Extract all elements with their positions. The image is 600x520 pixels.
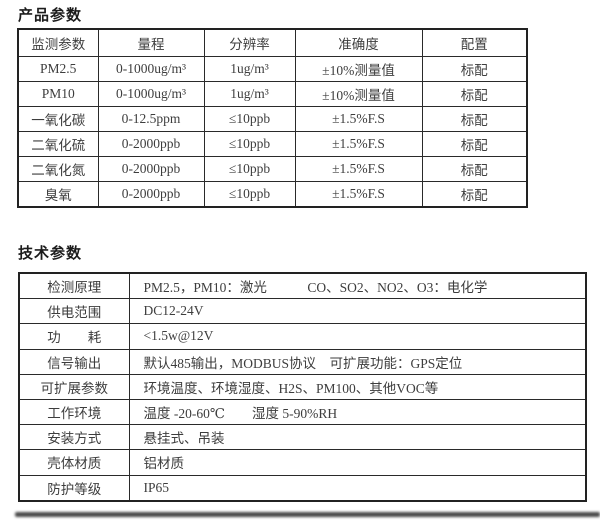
row-value: <1.5w@12V <box>128 323 587 350</box>
table-row: 二氧化氮 0-2000ppb ≤10ppb ±1.5%F.S 标配 <box>17 156 528 182</box>
table-cell: 1ug/m³ <box>203 81 296 107</box>
table-cell: 二氧化硫 <box>17 131 99 157</box>
product-table-body: PM2.5 0-1000ug/m³ 1ug/m³ ±10%测量值 标配 PM10 0-100… <box>17 56 528 208</box>
row-value: PM2.5，PM10：激光 CO、SO2、NO2、O3：电化学 <box>128 272 587 300</box>
table-row: 供电范围 DC12-24V <box>18 298 587 325</box>
row-label: 检测原理 <box>18 272 130 300</box>
table-cell: ±1.5%F.S <box>294 131 423 157</box>
table-cell: ±10%测量值 <box>294 81 423 107</box>
table-cell: ±1.5%F.S <box>294 106 423 132</box>
table-row: 工作环境 温度 -20-60℃ 湿度 5-90%RH <box>18 398 587 426</box>
column-header: 分辨率 <box>203 28 296 57</box>
table-cell: ≤10ppb <box>203 156 296 182</box>
table-cell: ≤10ppb <box>203 181 296 208</box>
table-cell: 臭氧 <box>17 181 99 208</box>
table-cell: 0-12.5ppm <box>97 106 205 132</box>
technical-parameters-table: 检测原理 PM2.5，PM10：激光 CO、SO2、NO2、O3：电化学 供电范围 D… <box>18 272 587 502</box>
column-header: 配置 <box>421 28 528 57</box>
product-table-head: 监测参数 量程 分辨率 准确度 配置 <box>17 28 528 57</box>
table-row: 信号输出 默认485输出，MODBUS协议 可扩展功能：GPS定位 <box>18 348 587 375</box>
table-row: 可扩展参数 环境温度、环境湿度、H2S、PM100、其他VOC等 <box>18 373 587 400</box>
row-value: 悬挂式、吊装 <box>128 424 587 451</box>
table-cell: ±1.5%F.S <box>294 156 423 182</box>
table-cell: PM2.5 <box>17 56 99 82</box>
column-header: 量程 <box>97 28 205 57</box>
table-cell: 标配 <box>421 56 528 82</box>
row-label: 功 耗 <box>18 323 130 350</box>
table-cell: 一氧化碳 <box>17 106 99 132</box>
row-label: 安装方式 <box>18 424 130 451</box>
table-row: 检测原理 PM2.5，PM10：激光 CO、SO2、NO2、O3：电化学 <box>18 272 587 300</box>
table-cell: 0-1000ug/m³ <box>97 81 205 107</box>
table-cell: 0-2000ppb <box>97 131 205 157</box>
table-cell: 1ug/m³ <box>203 56 296 82</box>
product-parameters-table: 监测参数 量程 分辨率 准确度 配置 PM2.5 0-1000ug/m³ 1ug/m³ ±10… <box>17 28 528 208</box>
table-cell: 标配 <box>421 106 528 132</box>
table-cell: ≤10ppb <box>203 106 296 132</box>
row-label: 信号输出 <box>18 348 130 375</box>
tech-table-body: 检测原理 PM2.5，PM10：激光 CO、SO2、NO2、O3：电化学 供电范围 D… <box>18 272 587 502</box>
table-row: 壳体材质 铝材质 <box>18 449 587 476</box>
table-cell: ≤10ppb <box>203 131 296 157</box>
table-row: PM2.5 0-1000ug/m³ 1ug/m³ ±10%测量值 标配 <box>17 56 528 82</box>
row-label: 防护等级 <box>18 474 130 502</box>
row-value: DC12-24V <box>128 298 587 325</box>
table-row: 安装方式 悬挂式、吊装 <box>18 424 587 451</box>
table-row: PM10 0-1000ug/m³ 1ug/m³ ±10%测量值 标配 <box>17 81 528 107</box>
table-cell: 0-2000ppb <box>97 156 205 182</box>
row-value: IP65 <box>128 474 587 502</box>
table-cell: 0-1000ug/m³ <box>97 56 205 82</box>
table-row: 功 耗 <1.5w@12V <box>18 323 587 350</box>
product-section-title: 产品参数 <box>18 7 83 24</box>
table-header-row: 监测参数 量程 分辨率 准确度 配置 <box>17 28 528 57</box>
table-cell: PM10 <box>17 81 99 107</box>
table-cell: ±10%测量值 <box>294 56 423 82</box>
table-cell: 标配 <box>421 181 528 208</box>
row-label: 壳体材质 <box>18 449 130 476</box>
table-cell: 0-2000ppb <box>97 181 205 208</box>
row-value: 默认485输出，MODBUS协议 可扩展功能：GPS定位 <box>128 348 587 375</box>
table-row: 臭氧 0-2000ppb ≤10ppb ±1.5%F.S 标配 <box>17 181 528 208</box>
row-value: 温度 -20-60℃ 湿度 5-90%RH <box>128 398 587 426</box>
tech-section-title: 技术参数 <box>18 245 83 262</box>
row-value: 环境温度、环境湿度、H2S、PM100、其他VOC等 <box>128 373 587 400</box>
table-cell: 二氧化氮 <box>17 156 99 182</box>
cropped-next-element-edge <box>15 512 600 517</box>
row-label: 供电范围 <box>18 298 130 325</box>
table-cell: 标配 <box>421 131 528 157</box>
table-cell: 标配 <box>421 156 528 182</box>
column-header: 监测参数 <box>17 28 99 57</box>
table-row: 防护等级 IP65 <box>18 474 587 502</box>
row-label: 可扩展参数 <box>18 373 130 400</box>
row-value: 铝材质 <box>128 449 587 476</box>
table-cell: 标配 <box>421 81 528 107</box>
column-header: 准确度 <box>294 28 423 57</box>
row-label: 工作环境 <box>18 398 130 426</box>
table-cell: ±1.5%F.S <box>294 181 423 208</box>
table-row: 二氧化硫 0-2000ppb ≤10ppb ±1.5%F.S 标配 <box>17 131 528 157</box>
table-row: 一氧化碳 0-12.5ppm ≤10ppb ±1.5%F.S 标配 <box>17 106 528 132</box>
